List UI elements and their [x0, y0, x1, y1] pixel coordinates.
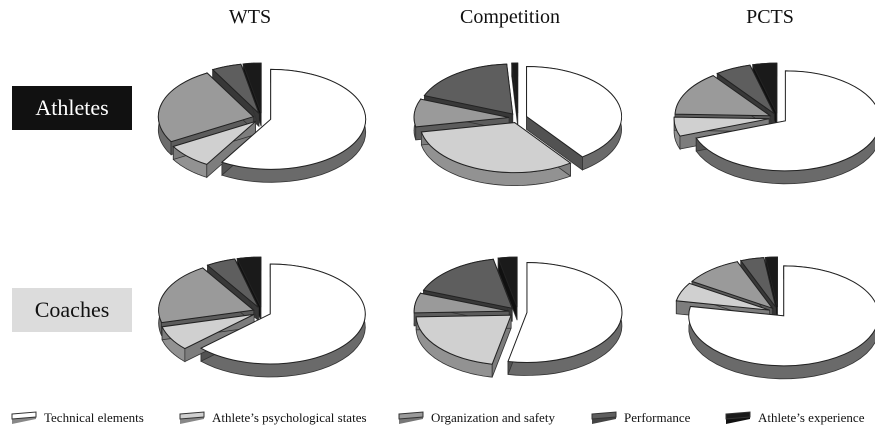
pie-slice-athlete-s-psychological-states — [673, 116, 770, 137]
pie-slice-athlete-s-experience — [751, 62, 778, 114]
pie-coaches-wts — [158, 256, 366, 378]
row-label-coaches: Coaches — [12, 288, 132, 332]
column-title-pcts: PCTS — [746, 6, 794, 28]
pie-slice-organization-and-safety — [413, 292, 510, 314]
pie-coaches-pcts — [675, 256, 875, 380]
column-title-competition: Competition — [460, 6, 560, 28]
legend-item-technical: Technical elements — [10, 410, 144, 426]
legend-item-psychological: Athlete’s psychological states — [178, 410, 367, 426]
pie-slice-organization-and-safety — [158, 267, 255, 324]
pie-slice-performance — [422, 258, 513, 309]
pie-athletes-competition — [413, 62, 623, 186]
legend-label-psychological: Athlete’s psychological states — [212, 410, 367, 425]
pie-slice-athlete-s-psychological-states — [675, 282, 770, 311]
pie-slice-performance — [716, 64, 775, 114]
pie-athletes-wts — [157, 62, 367, 183]
pie-slice-performance — [423, 63, 514, 115]
legend-swatch-experience — [725, 411, 751, 424]
pie-slice-athlete-s-experience — [497, 256, 518, 308]
pie-coaches-competition — [413, 256, 623, 378]
pie-slice-technical-elements — [220, 68, 367, 170]
legend-label-technical: Technical elements — [44, 410, 144, 425]
pie-slice-athlete-s-experience — [764, 256, 778, 308]
pie-slice-performance — [739, 257, 777, 308]
row-label-athletes: Athletes — [12, 86, 132, 130]
legend-label-experience: Athlete’s experience — [758, 410, 865, 425]
pie-slice-technical-elements — [199, 263, 366, 365]
pie-slice-technical-elements — [507, 261, 623, 363]
pie-chart-grid — [157, 62, 875, 380]
pie-slice-athlete-s-experience — [236, 256, 262, 308]
legend-item-organization: Organization and safety — [397, 410, 555, 426]
pie-slice-athlete-s-psychological-states — [415, 314, 512, 365]
pie-slice-technical-elements — [688, 265, 875, 367]
pie-slice-organization-and-safety — [691, 261, 774, 310]
legend: Technical elements Athlete’s psychologic… — [0, 410, 875, 434]
pie-slice-organization-and-safety — [157, 72, 255, 143]
legend-swatch-psychological — [179, 411, 205, 424]
legend-swatch-technical — [11, 411, 37, 424]
legend-label-performance: Performance — [624, 410, 691, 425]
pie-slice-technical-elements — [695, 70, 875, 172]
pie-athletes-pcts — [673, 62, 875, 185]
pie-slice-athlete-s-psychological-states — [172, 120, 256, 165]
legend-swatch-organization — [398, 411, 424, 424]
pie-slice-athlete-s-psychological-states — [161, 313, 255, 350]
pie-slice-athlete-s-psychological-states — [420, 122, 572, 174]
pie-slice-athlete-s-experience — [242, 62, 262, 114]
legend-item-performance: Performance — [590, 410, 690, 426]
pie-slice-performance — [211, 63, 260, 114]
pie-slice-athlete-s-experience — [511, 62, 519, 114]
legend-item-experience: Athlete’s experience — [724, 410, 864, 426]
legend-swatch-performance — [591, 411, 617, 424]
pie-slice-performance — [206, 258, 259, 308]
column-title-wts: WTS — [228, 6, 272, 28]
pie-slice-organization-and-safety — [413, 98, 510, 128]
legend-label-organization: Organization and safety — [431, 410, 555, 425]
pie-slice-technical-elements — [526, 65, 623, 158]
pie-slice-organization-and-safety — [674, 75, 772, 117]
